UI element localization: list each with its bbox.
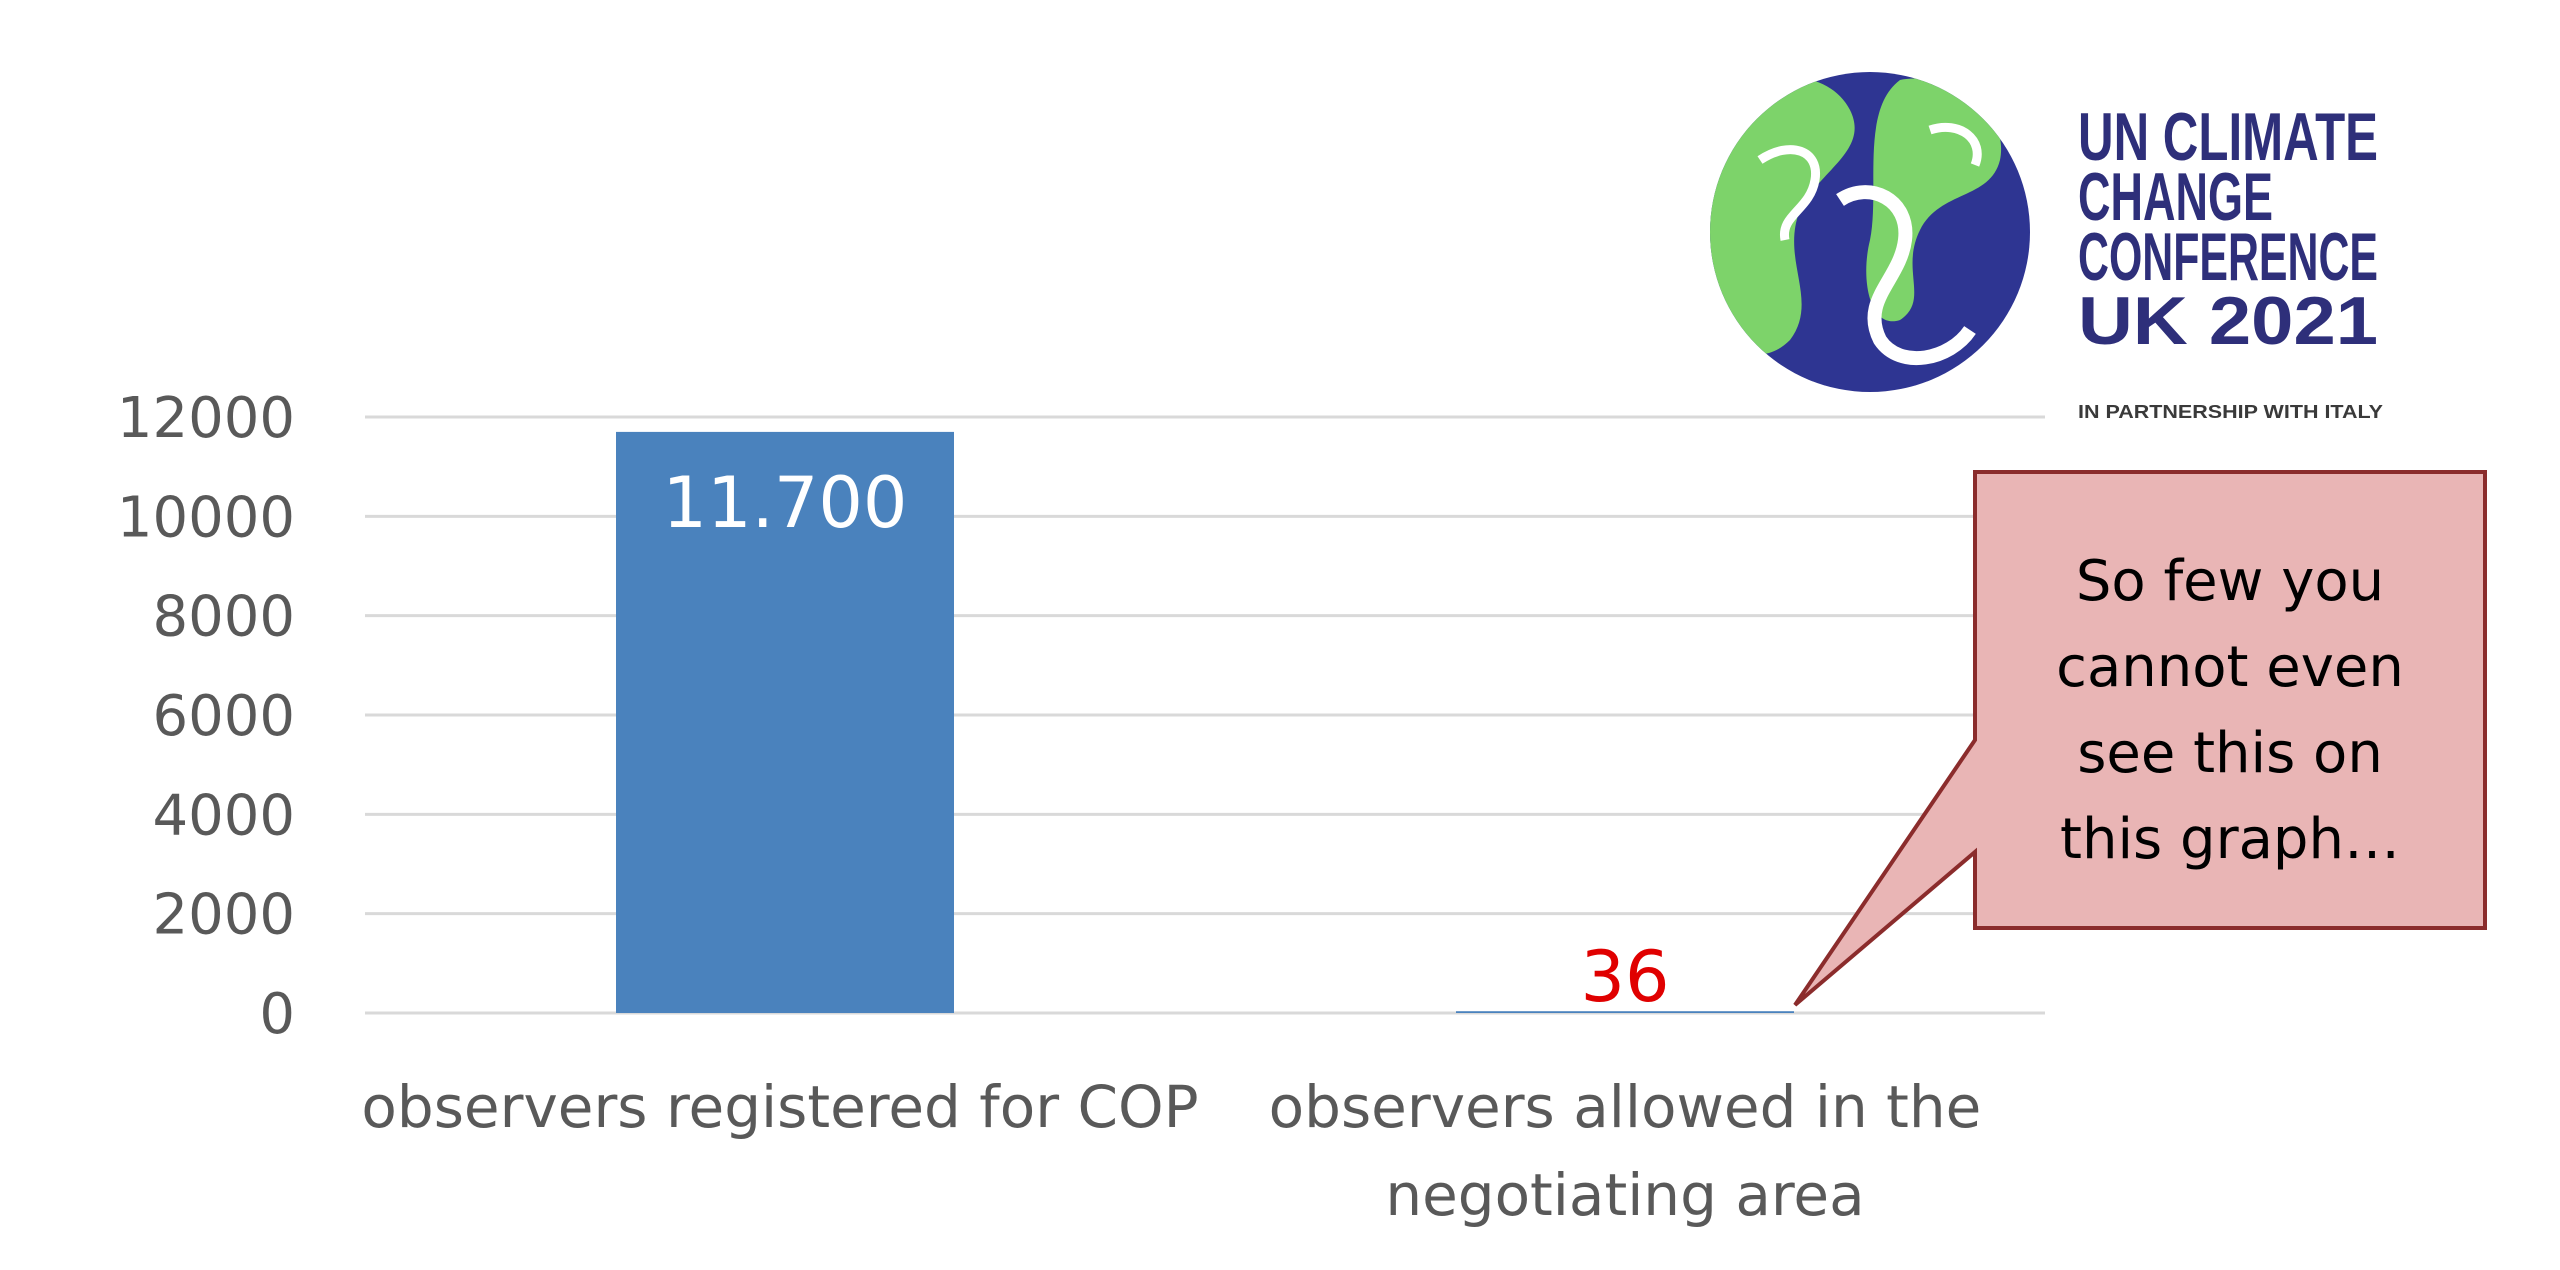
y-tick-label: 6000: [152, 684, 295, 749]
data-label-2: 36: [1580, 936, 1669, 1018]
y-tick-label: 8000: [152, 585, 295, 650]
logo-line: UK 2021: [2078, 283, 2378, 359]
category-label-2: observers allowed in the: [1269, 1073, 1982, 1141]
category-labels: observers registered for COP observers al…: [361, 1073, 1981, 1229]
category-label-1: observers registered for COP: [361, 1073, 1198, 1141]
y-axis-tick-labels: 0 2000 4000 6000 8000 10000 12000: [117, 386, 295, 1047]
bar-1: [616, 431, 954, 1013]
logo-subtitle: IN PARTNERSHIP WITH ITALY: [2078, 402, 2383, 422]
callout-text: So few you cannot even see this on this gra…: [2056, 549, 2404, 872]
data-label-1: 11.700: [663, 462, 908, 544]
y-tick-label: 0: [259, 982, 295, 1047]
callout-line: cannot even: [2056, 635, 2404, 700]
bars: [616, 431, 1794, 1013]
callout-line: So few you: [2076, 549, 2384, 614]
bar-2: [1456, 1011, 1794, 1013]
callout-line: see this on: [2077, 721, 2383, 786]
y-tick-label: 2000: [152, 883, 295, 948]
data-labels: 11.700 36: [663, 462, 1670, 1018]
y-tick-label: 4000: [152, 783, 295, 848]
y-tick-label: 12000: [117, 386, 295, 451]
y-tick-label: 10000: [117, 485, 295, 550]
callout-box: So few you cannot even see this on this gra…: [1793, 470, 2487, 1007]
logo-line: CHANGE: [2078, 159, 2273, 235]
category-label-2: negotiating area: [1385, 1161, 1864, 1229]
logo-line: CONFERENCE: [2078, 219, 2378, 295]
globe-icon: [1710, 72, 2030, 392]
callout-line: this graph…: [2060, 807, 2400, 872]
logo-line: UN CLIMATE: [2078, 99, 2378, 175]
